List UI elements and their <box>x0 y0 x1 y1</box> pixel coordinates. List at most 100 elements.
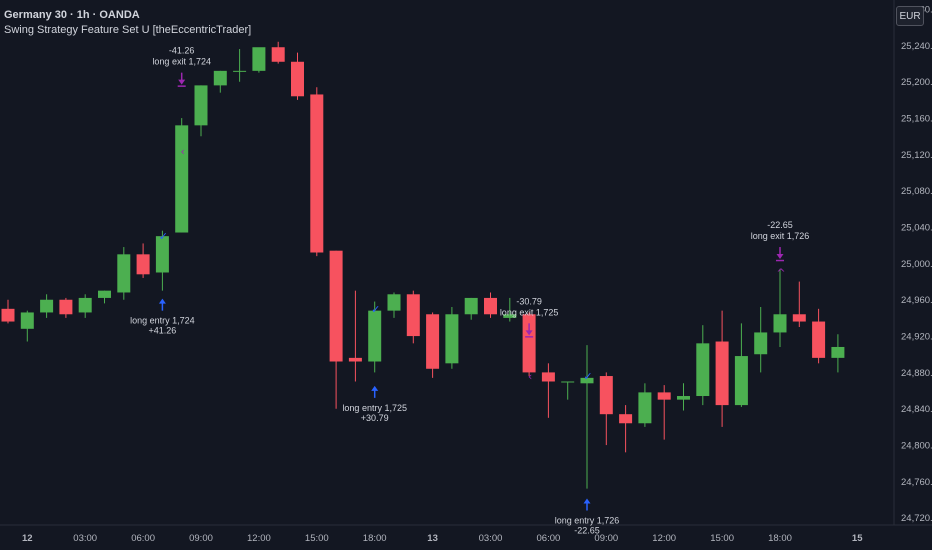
trade-marker-icon: ✓ <box>159 230 168 243</box>
candle-body <box>696 343 710 397</box>
exit-label: -41.26 <box>169 46 195 56</box>
candle-body <box>638 392 652 424</box>
candle <box>464 297 478 320</box>
candle <box>136 243 150 278</box>
time-tick-label: 15 <box>852 533 863 544</box>
candle-body <box>754 332 768 355</box>
exit-arrow-icon <box>525 330 533 336</box>
time-tick-label: 18:00 <box>768 533 792 544</box>
candle <box>194 85 208 137</box>
long-entry-signal: long entry 1,726-22.65 <box>555 498 619 535</box>
candle <box>368 301 382 373</box>
candle-body <box>657 392 671 400</box>
candle <box>387 292 401 318</box>
time-tick-label: 09:00 <box>594 533 618 544</box>
candle <box>812 308 826 364</box>
time-tick-label: 15:00 <box>710 533 734 544</box>
price-tick-label: 24,880.0 <box>901 368 932 379</box>
exit-label: long exit 1,726 <box>751 231 810 241</box>
long-entry-signal: long entry 1,725+30.79 <box>342 385 407 423</box>
candle <box>291 52 304 100</box>
entry-arrow-icon <box>158 298 166 304</box>
candle-body <box>136 254 150 275</box>
candle-body <box>175 125 189 233</box>
price-tick-label: 25,080.0 <box>901 186 932 197</box>
candle <box>59 297 73 318</box>
candle-body <box>599 376 613 415</box>
candle <box>561 381 575 400</box>
symbol-title[interactable]: Germany 30 · 1h · OANDA <box>4 9 140 21</box>
entry-label: +30.79 <box>361 413 389 423</box>
candle-body <box>464 297 478 315</box>
candle-body <box>812 321 826 358</box>
candle-body <box>213 70 227 86</box>
candle <box>213 70 227 93</box>
candle-body <box>310 94 324 253</box>
candle-body <box>387 294 401 311</box>
candle <box>271 41 285 64</box>
candle <box>773 268 787 347</box>
entry-arrow-icon <box>583 498 591 504</box>
trade-marker-icon: ✓ <box>583 370 592 383</box>
candle <box>233 49 247 82</box>
price-tick-label: 25,160.0 <box>901 114 932 125</box>
price-tick-label: 25,040.0 <box>901 223 932 234</box>
price-tick-label: 24,760.0 <box>901 477 932 488</box>
candle-body <box>59 299 73 315</box>
candle-body <box>406 294 420 337</box>
long-entry-signal: long entry 1,724+41.26 <box>130 298 195 336</box>
candle <box>329 250 343 409</box>
candle <box>98 290 111 304</box>
candle-body <box>117 254 131 293</box>
candle-body <box>98 290 111 298</box>
candle-body <box>20 312 34 329</box>
exit-label: long exit 1,724 <box>152 57 211 67</box>
trade-marker-icon: ‹ <box>180 145 184 158</box>
time-tick-label: 03:00 <box>73 533 97 544</box>
candle-body <box>484 297 497 315</box>
currency-button[interactable]: EUR <box>896 6 924 26</box>
chart-legend[interactable]: Germany 30 · 1h · OANDA Swing Strategy F… <box>4 8 251 38</box>
candle-body <box>734 356 748 406</box>
entry-label: -22.65 <box>574 525 600 535</box>
candle <box>348 290 362 382</box>
candle <box>117 247 131 300</box>
candle <box>599 372 613 446</box>
candle-body <box>503 314 517 318</box>
candle <box>696 325 710 406</box>
candle <box>155 230 169 291</box>
time-tick-label: 06:00 <box>537 533 561 544</box>
candle-body <box>233 70 247 72</box>
candle <box>78 294 92 318</box>
exit-arrow-icon <box>178 79 186 85</box>
candle-body <box>348 357 362 362</box>
candle <box>754 307 768 373</box>
candle <box>677 383 690 411</box>
time-tick-label: 03:00 <box>479 533 503 544</box>
candle-body <box>426 314 440 369</box>
indicator-title[interactable]: Swing Strategy Feature Set U [theEccentr… <box>4 24 252 36</box>
candle <box>20 310 34 342</box>
time-tick-label: 06:00 <box>131 533 155 544</box>
candle-body <box>715 341 729 406</box>
entry-label: +41.26 <box>149 326 177 336</box>
candle <box>484 292 497 318</box>
candle-body <box>291 61 304 97</box>
time-axis[interactable]: 12 03:00 06:00 09:00 12:00 15:00 18:00 13 03:00 0… <box>22 533 863 544</box>
candle-body <box>792 314 806 322</box>
candle-body <box>155 236 169 273</box>
candle-body <box>368 310 382 362</box>
candle-body <box>329 250 343 362</box>
candle-body <box>773 314 787 333</box>
candle-body <box>445 314 459 364</box>
candle <box>1 299 15 324</box>
candles <box>1 41 845 489</box>
entry-label: long entry 1,724 <box>130 316 195 326</box>
candle-body <box>252 47 266 71</box>
candle-body <box>40 299 54 313</box>
price-tick-label: 25,120.0 <box>901 150 932 161</box>
price-axis[interactable]: 25,280.025,240.025,200.025,160.025,120.0… <box>901 5 932 525</box>
trade-marker-icon: ✓ <box>371 303 380 316</box>
